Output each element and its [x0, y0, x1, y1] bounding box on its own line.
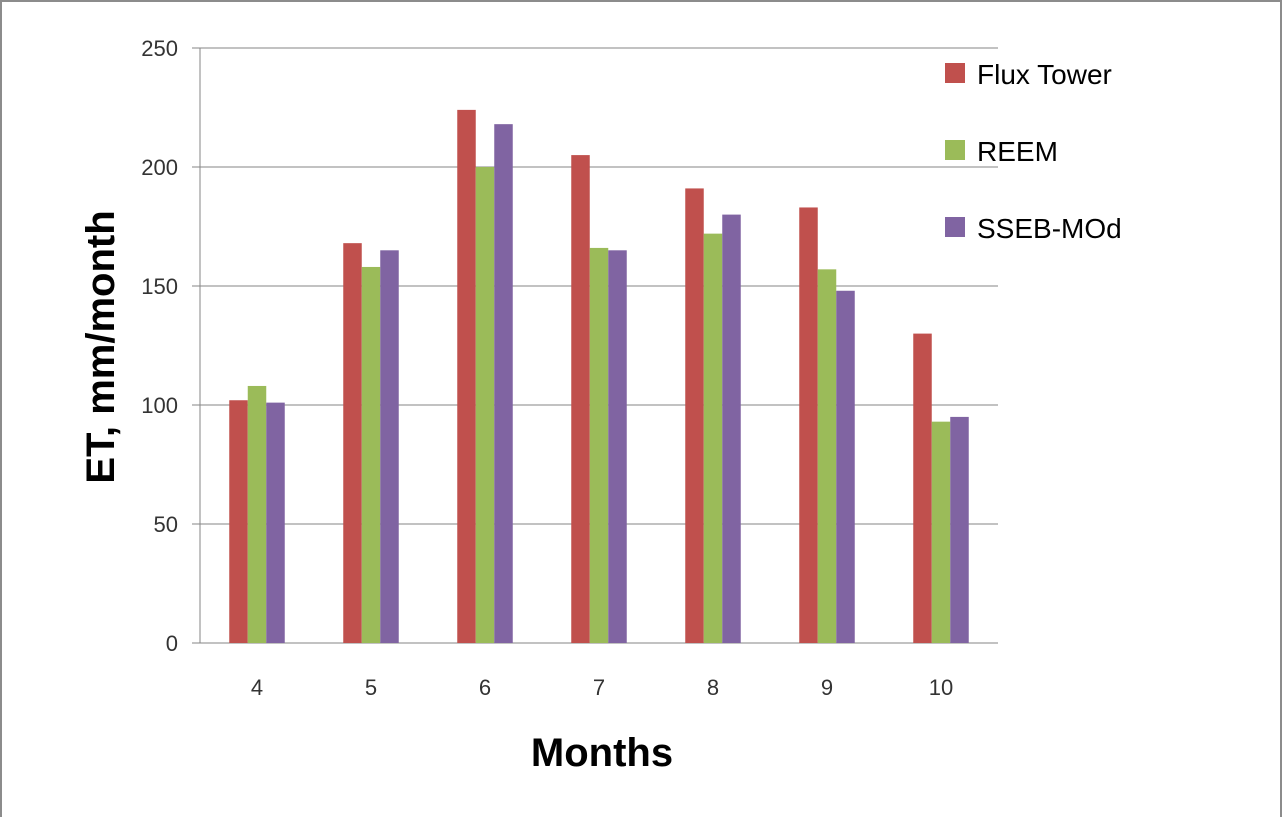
bar-sseb-mod-5 [380, 250, 399, 644]
x-tick-label: 8 [707, 675, 719, 700]
legend-swatch [945, 63, 965, 83]
bar-reem-9 [817, 269, 837, 643]
x-tick-label: 7 [593, 675, 605, 700]
bar-sseb-mod-4 [266, 402, 285, 643]
legend-label: REEM [977, 136, 1058, 167]
x-axis-title: Months [531, 731, 673, 775]
bar-flux-tower-9 [799, 207, 818, 643]
legend: Flux Tower REEM SSEB-MOd [945, 59, 1122, 244]
y-tick-label: 50 [154, 512, 178, 537]
bars [229, 109, 969, 644]
x-tick-label: 6 [479, 675, 491, 700]
bar-reem-4 [247, 385, 267, 643]
legend-swatch [945, 217, 965, 237]
bar-flux-tower-7 [571, 155, 590, 643]
bar-flux-tower-5 [343, 243, 362, 643]
y-tick-label: 200 [141, 155, 178, 180]
legend-swatch [945, 140, 965, 160]
bar-sseb-mod-10 [950, 416, 969, 643]
bar-reem-5 [361, 266, 381, 643]
x-tick-label: 10 [929, 675, 953, 700]
bar-reem-7 [589, 247, 609, 644]
y-axis-title: ET, mm/month [79, 210, 123, 483]
bar-flux-tower-4 [229, 400, 248, 643]
bar-reem-10 [931, 421, 951, 643]
y-tick-label: 250 [141, 36, 178, 61]
y-tick-label: 150 [141, 274, 178, 299]
legend-label: SSEB-MOd [977, 213, 1122, 244]
bar-flux-tower-10 [913, 333, 932, 643]
bar-sseb-mod-7 [608, 250, 627, 644]
bar-flux-tower-8 [685, 188, 704, 644]
bar-sseb-mod-8 [722, 214, 741, 643]
bar-sseb-mod-9 [836, 290, 855, 643]
legend-label: Flux Tower [977, 59, 1112, 90]
bar-reem-8 [703, 233, 723, 643]
x-tick-label: 4 [251, 675, 263, 700]
x-tick-label: 5 [365, 675, 377, 700]
x-tick-label: 9 [821, 675, 833, 700]
y-tick-label: 0 [166, 631, 178, 656]
bar-flux-tower-6 [457, 109, 476, 643]
y-tick-label: 100 [141, 393, 178, 418]
bar-sseb-mod-6 [494, 124, 513, 643]
axes: 0 50 100 150 200 250 4 5 6 7 8 9 10 [141, 36, 953, 700]
bar-reem-6 [475, 167, 495, 643]
